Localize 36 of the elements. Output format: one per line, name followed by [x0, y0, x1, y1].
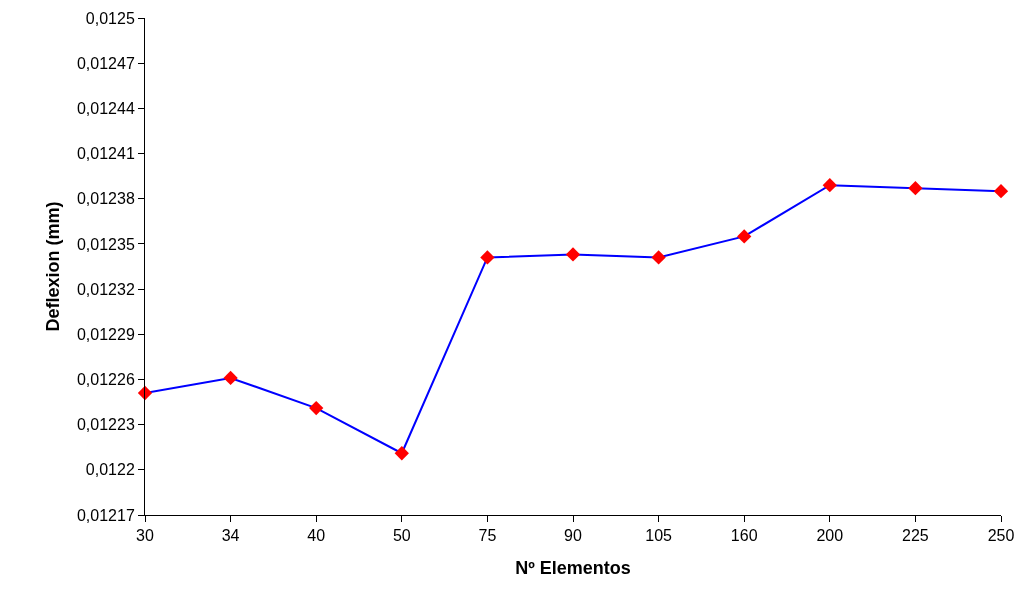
y-tick-label: 0,01223 [76, 416, 135, 434]
point [993, 184, 1009, 199]
y-tick-label: 0,01235 [76, 235, 135, 253]
x-tick-label: 40 [307, 527, 326, 545]
point [565, 247, 581, 262]
x-tick-label: 34 [221, 527, 240, 545]
x-tick-label: 250 [987, 527, 1015, 545]
x-tick-label: 200 [816, 527, 844, 545]
x-tick-label: 30 [136, 527, 154, 545]
x-axis-title: Nº Elementos [515, 558, 631, 579]
y-tick-label: 0,0122 [85, 461, 135, 479]
point [137, 385, 153, 401]
point [822, 178, 837, 193]
y-tick-label: 0,01232 [76, 280, 135, 298]
y-tick-label: 0,01238 [76, 190, 135, 208]
point [309, 400, 324, 416]
x-tick-label: 160 [730, 527, 758, 545]
point [908, 181, 923, 196]
point [223, 370, 238, 386]
y-tick-label: 0,01247 [76, 54, 135, 72]
x-tick-label: 225 [902, 527, 929, 545]
y-tick-label: 0,01226 [76, 371, 135, 389]
y-tick-label: 0,0125 [85, 9, 135, 27]
x-tick-label: 105 [645, 527, 673, 545]
x-tick-label: 50 [392, 527, 411, 545]
y-tick-label: 0,01244 [76, 99, 135, 117]
point [651, 250, 666, 265]
point [394, 446, 409, 461]
y-tick-label: 0,01217 [76, 506, 135, 524]
y-axis-title: Deflexion (mm) [43, 201, 64, 332]
point [737, 229, 752, 244]
point [480, 250, 495, 265]
y-tick-label: 0,01241 [76, 145, 135, 163]
x-tick-label: 90 [564, 527, 582, 545]
y-tick-label: 0,01229 [76, 325, 135, 343]
x-tick-label: 75 [478, 527, 497, 545]
